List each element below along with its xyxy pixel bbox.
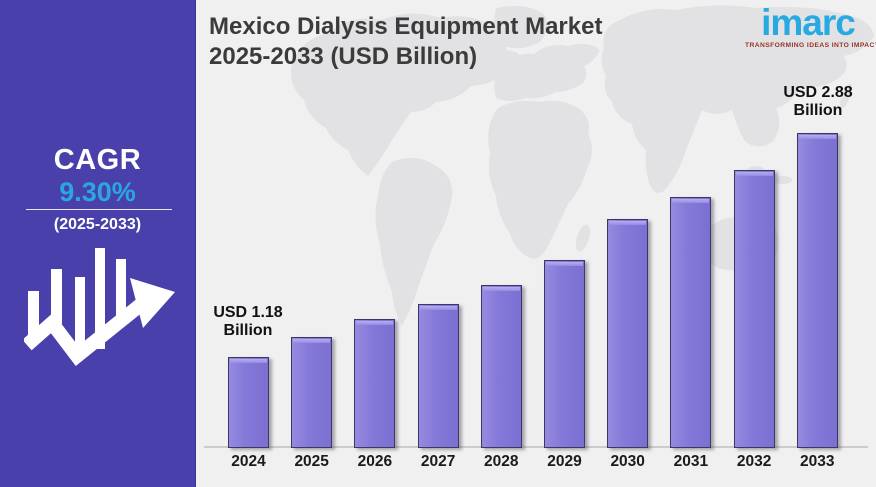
cagr-period: (2025-2033) bbox=[53, 216, 142, 233]
year-label-2031: 2031 bbox=[673, 453, 709, 470]
cagr-label: CAGR bbox=[53, 144, 142, 176]
bar-2024 bbox=[228, 357, 269, 448]
year-label-2024: 2024 bbox=[231, 453, 266, 470]
data-label-2024: USD 1.18 Billion bbox=[213, 304, 283, 339]
chart-title-line2: 2025-2033 (USD Billion) bbox=[209, 43, 478, 70]
bar-2027 bbox=[417, 304, 459, 448]
bar-2032 bbox=[733, 170, 775, 448]
year-label-2032: 2032 bbox=[736, 453, 772, 470]
cagr-value: 9.30% bbox=[59, 177, 136, 207]
bar-2029 bbox=[544, 260, 585, 448]
bar-2025 bbox=[291, 337, 333, 448]
bar-2033 bbox=[796, 133, 838, 448]
imarc-logo-tagline: TRANSFORMING IDEAS INTO IMPACT bbox=[745, 42, 876, 49]
year-label-2033: 2033 bbox=[800, 453, 835, 470]
chart-title: Mexico Dialysis Equipment Market 2025-203… bbox=[209, 12, 669, 72]
year-label-2028: 2028 bbox=[484, 453, 519, 470]
chart-title-line1: Mexico Dialysis Equipment Market bbox=[209, 13, 603, 40]
bar-2028 bbox=[480, 285, 522, 448]
year-label-2030: 2030 bbox=[610, 453, 645, 470]
chart-panel: Mexico Dialysis Equipment Market 2025-203… bbox=[196, 0, 876, 487]
cagr-sidebar: CAGR 9.30% (2025-2033) bbox=[0, 0, 196, 487]
divider bbox=[26, 209, 172, 210]
bar-2031 bbox=[670, 197, 712, 448]
bar-2030 bbox=[607, 219, 649, 448]
imarc-logo: imarc TRANSFORMING IDEAS INTO IMPACT bbox=[745, 2, 876, 50]
data-label-2033: USD 2.88 Billion bbox=[783, 84, 853, 119]
bar-chart-trend-arrow-icon bbox=[24, 248, 175, 366]
x-axis-line bbox=[204, 446, 868, 448]
year-label-2029: 2029 bbox=[547, 453, 582, 470]
bar-2026 bbox=[354, 319, 396, 448]
year-label-2026: 2026 bbox=[357, 453, 393, 470]
year-label-2025: 2025 bbox=[294, 453, 329, 470]
imarc-logo-wordmark: imarc bbox=[761, 2, 856, 43]
year-label-2027: 2027 bbox=[420, 453, 456, 470]
world-map-background bbox=[290, 5, 874, 326]
